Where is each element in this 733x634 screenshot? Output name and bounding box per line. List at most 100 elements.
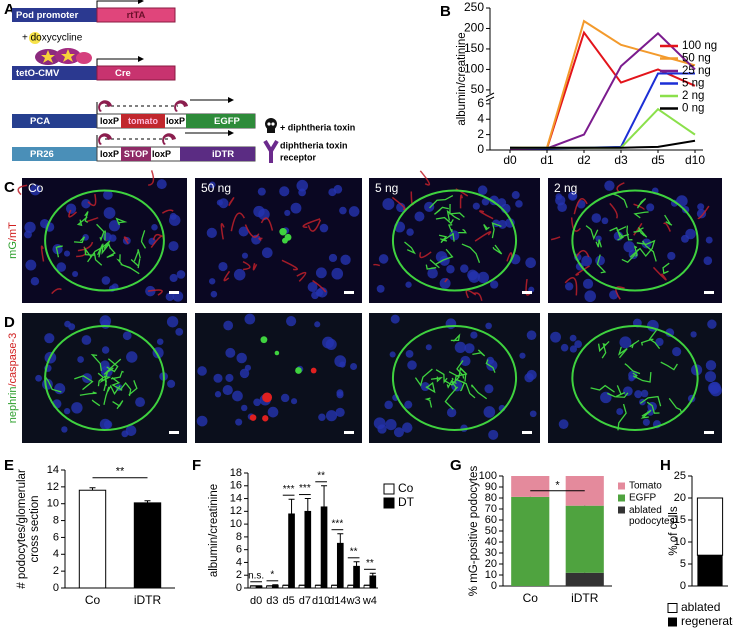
promoter-arrow (96, 0, 138, 8)
y-tick-label: 200 (464, 21, 484, 35)
glomerulus (571, 189, 699, 292)
cre-icon (98, 100, 112, 112)
y-tick-label: 6 (236, 544, 242, 556)
nucleus (340, 254, 351, 265)
nucleus (574, 340, 583, 349)
glomerular-capillary (130, 258, 141, 269)
nucleus (284, 209, 291, 216)
nucleus (101, 276, 111, 285)
glomerular-capillary (116, 254, 123, 266)
glomerular-capillary (99, 376, 112, 384)
doxycycline-label: + doxycycline (22, 33, 83, 44)
glomerular-capillary (615, 385, 626, 398)
glomerular-capillary (626, 225, 633, 241)
nucleus (225, 347, 236, 358)
nucleus (81, 199, 91, 209)
membrane (391, 196, 406, 211)
glomerular-capillary (483, 224, 490, 231)
nucleus (325, 338, 337, 350)
membrane (148, 170, 155, 186)
nucleus (449, 230, 460, 241)
scale-bar (522, 291, 532, 294)
nucleus (165, 292, 175, 302)
y-tick-label: 10 (674, 536, 686, 548)
nucleus (61, 426, 68, 433)
nucleus (470, 331, 478, 339)
nucleus (225, 373, 234, 382)
legend-label: DT (398, 495, 415, 509)
arrow-head (228, 130, 234, 136)
membrane (663, 222, 671, 232)
stop-label: STOP (124, 149, 148, 159)
nucleus (280, 393, 290, 403)
series-line (509, 72, 695, 150)
x-tick-label: w3 (346, 595, 361, 607)
glomerular-capillary (112, 400, 124, 410)
y-axis-label: % mG-positive podocytes (468, 466, 480, 597)
signal (262, 392, 273, 403)
glomerular-capillary (429, 259, 440, 269)
nucleus (529, 410, 537, 418)
legend-label: regenerated (681, 614, 733, 628)
nucleus (696, 209, 707, 219)
glomerular-capillary (640, 338, 654, 346)
nucleus (640, 389, 649, 398)
nucleus (378, 254, 389, 264)
y-axis-label: # podocytes/glomerular (16, 469, 28, 589)
glomerular-capillary (601, 343, 607, 359)
membrane (573, 198, 588, 215)
micrograph (369, 313, 540, 443)
nucleus (619, 336, 632, 349)
condition-label: 2 ng (554, 181, 577, 195)
nucleus (427, 267, 438, 279)
nucleus (707, 319, 717, 329)
glomerular-capillary (84, 211, 89, 224)
glomerular-capillary (434, 206, 449, 215)
membrane (77, 241, 94, 252)
nucleus (81, 335, 92, 345)
glomerular-capillary (472, 349, 486, 357)
nucleus (241, 404, 248, 412)
glomerular-capillary (97, 372, 105, 387)
nucleus (238, 226, 249, 237)
membrane (252, 263, 258, 271)
bar-segment (565, 505, 604, 573)
nucleus (425, 344, 432, 351)
y-tick-label: 0 (680, 580, 686, 592)
nucleus (348, 206, 360, 217)
legend-swatch (618, 494, 625, 502)
nucleus (623, 386, 633, 396)
glomerular-capillary (434, 248, 454, 266)
nucleus (339, 361, 346, 368)
nucleus (214, 391, 222, 398)
membrane (575, 249, 590, 258)
y-tick-label: 2 (53, 565, 59, 577)
axis-break (485, 96, 495, 102)
signal (284, 233, 292, 241)
y-axis-label: albumin/creatinine (208, 484, 220, 577)
promoter-box (12, 8, 97, 22)
glomerular-capillary (632, 372, 652, 383)
y-tick-label: 90 (485, 481, 497, 493)
scale-bar (169, 291, 179, 294)
promoter-label: PCA (30, 116, 50, 127)
glomerular-capillary (444, 386, 459, 410)
nucleus (477, 185, 488, 196)
error-bar (144, 500, 151, 503)
legend-label: ablated podocytes (629, 505, 675, 527)
nucleus (108, 220, 121, 232)
bar (266, 585, 273, 589)
nucleus (623, 241, 635, 253)
nucleus (318, 413, 326, 421)
nucleus (407, 360, 417, 370)
membrane (51, 288, 62, 295)
nucleus (389, 351, 396, 358)
nucleus (24, 221, 36, 234)
bar (347, 585, 355, 589)
glomerular-capillary (585, 225, 599, 241)
error-bar (353, 561, 360, 567)
legend-label: Tomato (629, 481, 662, 492)
legend-swatch (618, 482, 625, 490)
nucleus (488, 429, 499, 440)
